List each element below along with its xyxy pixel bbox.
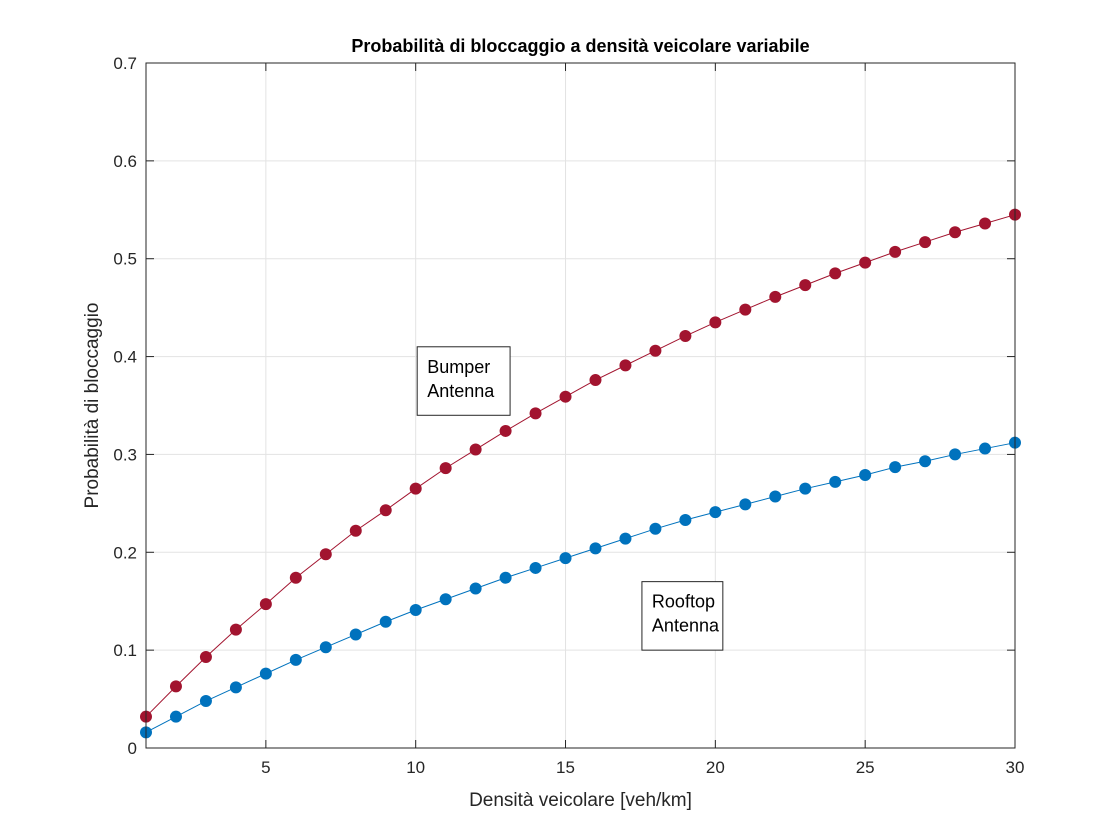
data-point <box>709 506 722 519</box>
data-point <box>349 628 362 641</box>
x-tick-label: 25 <box>856 758 875 777</box>
x-tick-label: 20 <box>706 758 725 777</box>
data-point <box>439 462 452 475</box>
plot-background <box>146 63 1015 748</box>
annotation-frame <box>416 346 511 416</box>
data-point <box>379 615 392 628</box>
data-point <box>319 548 332 561</box>
data-point <box>679 513 692 526</box>
data-point <box>409 604 422 617</box>
data-point <box>769 490 782 503</box>
data-point <box>799 279 812 292</box>
data-point <box>619 359 632 372</box>
data-point <box>169 680 182 693</box>
data-series <box>140 208 1021 739</box>
data-point <box>379 504 392 517</box>
data-point <box>679 330 692 343</box>
data-point <box>589 374 602 387</box>
y-tick-label: 0 <box>128 739 137 758</box>
series-2 <box>140 436 1021 739</box>
axis-ticks: 5 10 15 20 25 30 0 0.1 0.2 0.3 0.4 0.5 0.6 0.7 <box>113 54 1024 777</box>
y-tick-label: 0.2 <box>113 543 137 562</box>
data-point <box>199 650 212 663</box>
data-point <box>889 461 902 474</box>
y-tick-label: 0.6 <box>113 152 137 171</box>
y-tick-label: 0.3 <box>113 445 137 464</box>
data-point <box>499 571 512 584</box>
data-point <box>559 390 572 403</box>
data-point <box>949 226 962 239</box>
data-point <box>709 316 722 329</box>
annotation-text: Rooftop <box>652 592 715 612</box>
data-point <box>349 524 362 537</box>
data-point <box>289 571 302 584</box>
y-tick-label: 0.5 <box>113 250 137 269</box>
data-point <box>829 267 842 280</box>
data-point <box>979 217 992 230</box>
data-point <box>739 303 752 316</box>
data-point <box>529 561 542 574</box>
data-point <box>259 598 272 611</box>
data-point <box>409 482 422 495</box>
annotation-text: Antenna <box>652 616 720 636</box>
chart-title: Probabilità di bloccaggio a densità veic… <box>351 36 809 56</box>
x-tick-label: 30 <box>1006 758 1025 777</box>
y-tick-label: 0.1 <box>113 641 137 660</box>
data-point <box>439 593 452 606</box>
data-point <box>859 256 872 269</box>
annotation-frame <box>641 581 724 651</box>
data-point <box>589 542 602 555</box>
data-point <box>229 623 242 636</box>
x-tick-label: 5 <box>261 758 270 777</box>
annotation-box: Bumper Antenna <box>416 346 511 416</box>
data-point <box>949 448 962 461</box>
y-axis-label: Probabilità di bloccaggio <box>82 303 103 509</box>
x-tick-label: 15 <box>556 758 575 777</box>
annotation-text: Antenna <box>427 381 495 401</box>
data-point <box>649 344 662 357</box>
series-1 <box>140 208 1021 723</box>
data-point <box>319 641 332 654</box>
data-point <box>469 582 482 595</box>
data-point <box>799 482 812 495</box>
data-point <box>469 443 482 456</box>
data-point <box>289 653 302 666</box>
data-point <box>739 498 752 511</box>
data-point <box>919 455 932 468</box>
data-point <box>919 236 932 249</box>
data-point <box>769 290 782 303</box>
y-tick-label: 0.7 <box>113 54 137 73</box>
data-point <box>619 532 632 545</box>
data-point <box>649 522 662 535</box>
plot-frame <box>145 62 1016 749</box>
y-tick-label: 0.4 <box>113 348 137 367</box>
data-point <box>529 407 542 420</box>
data-point <box>199 695 212 708</box>
x-tick-label: 10 <box>406 758 425 777</box>
data-point <box>499 424 512 437</box>
text-annotations: Bumper Antenna Rooftop Antenna <box>416 346 724 651</box>
annotation-text: Bumper <box>427 357 490 377</box>
data-point <box>259 667 272 680</box>
data-point <box>169 710 182 723</box>
data-point <box>859 468 872 481</box>
data-point <box>889 245 902 258</box>
data-point <box>979 442 992 455</box>
annotation-box: Rooftop Antenna <box>641 581 724 651</box>
x-axis-label: Densità veicolare [veh/km] <box>469 790 692 811</box>
data-point <box>829 475 842 488</box>
data-point <box>229 681 242 694</box>
data-point <box>559 552 572 565</box>
